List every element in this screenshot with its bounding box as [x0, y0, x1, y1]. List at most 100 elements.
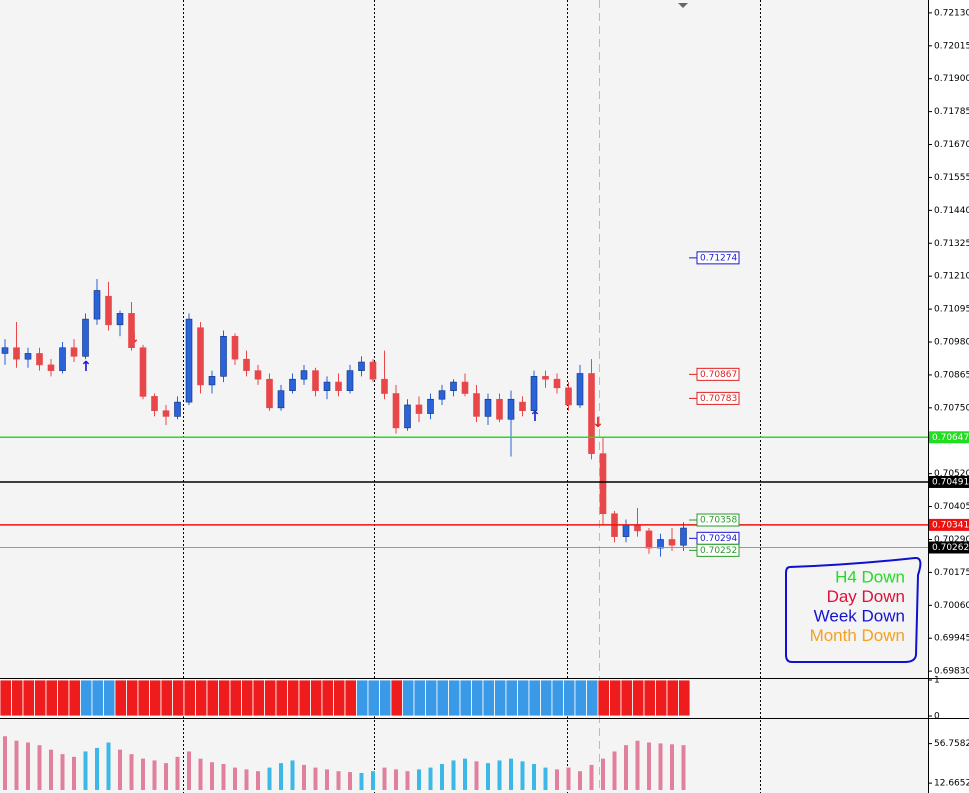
panel-bar [275, 679, 288, 717]
panel-bar [126, 679, 139, 717]
panel-bar [586, 679, 599, 717]
arrow-down: ↓ [592, 415, 604, 431]
panel-tick-label: 1 [934, 676, 940, 686]
candle-body [404, 404, 411, 429]
panel-bar [95, 747, 99, 790]
panel-bar [264, 679, 277, 717]
panel-bar [313, 767, 318, 790]
candle-body [277, 390, 285, 409]
candle-body [208, 376, 216, 386]
panel-bar [83, 751, 88, 790]
candle-body [588, 373, 595, 454]
panel-bar [425, 679, 438, 717]
panel-bar [497, 760, 502, 790]
panel-bar [57, 679, 70, 717]
candle-body [634, 524, 641, 532]
level-label: 0.70783 [700, 394, 737, 404]
candle-body [496, 398, 503, 420]
candle-body [530, 376, 538, 411]
legend-entry: Week Down [814, 606, 905, 625]
y-tick-label: 0.70865 [934, 370, 969, 380]
axis-price-label: 0.70491 [932, 477, 969, 487]
panel-bar [206, 679, 219, 717]
candle-body [116, 313, 124, 326]
panel-bar [528, 679, 541, 717]
axis-background [928, 0, 969, 793]
candle-body [162, 410, 170, 417]
candle-body [415, 404, 423, 414]
panel-bar [333, 679, 346, 717]
panel-bar [310, 679, 323, 717]
panel-bar [589, 764, 594, 790]
panel-bar [643, 679, 656, 717]
candle-body [220, 335, 227, 377]
panel-bar [658, 743, 663, 790]
candle-body [519, 401, 526, 411]
panel-tick-label: 12.6652 [934, 779, 969, 789]
candle-body [323, 381, 331, 391]
level-label: 0.70294 [700, 534, 737, 544]
candle-body [622, 524, 630, 537]
panel-bar [448, 679, 461, 717]
panel-bar [195, 679, 208, 717]
panel-bar [218, 679, 231, 717]
candle-body [24, 353, 32, 360]
panel-bar [543, 767, 548, 790]
panel-bar [60, 754, 65, 790]
arrow-up: ↑ [529, 409, 541, 425]
panel-bar [252, 679, 265, 717]
y-tick-label: 0.69830 [934, 667, 969, 677]
y-tick-label: 0.70520 [934, 469, 969, 479]
panel-bar [348, 772, 352, 790]
axis-price-box [929, 518, 969, 531]
candle-body [381, 378, 388, 394]
panel-bar [137, 679, 150, 717]
panel-bar [509, 758, 513, 790]
panel-bar [49, 749, 53, 790]
candle-body [312, 370, 319, 391]
panel-bar [11, 679, 24, 717]
y-tick-label: 0.71095 [934, 305, 969, 315]
candle-body [599, 453, 607, 515]
panel-bar [160, 679, 173, 717]
axis-price-label: 0.70341 [932, 520, 969, 530]
panel-bar [551, 679, 564, 717]
panel-bar [22, 679, 35, 717]
y-tick-label: 0.71325 [934, 239, 969, 249]
panel-bar [229, 679, 242, 717]
legend-entry: H4 Down [835, 567, 905, 586]
panel-bar [45, 679, 58, 717]
candle-body [13, 347, 20, 360]
panel-bar [482, 679, 495, 717]
y-tick-label: 0.70750 [934, 403, 969, 413]
panel-bar [632, 679, 645, 717]
panel-bar [413, 679, 426, 717]
panel-bar [563, 679, 576, 717]
candle-body [553, 378, 561, 389]
panel-bar [129, 754, 134, 790]
candle-body [1, 347, 9, 354]
candle-body [47, 364, 55, 371]
panel-bar [624, 745, 628, 790]
plot-background [0, 0, 928, 793]
panel-bar [221, 764, 226, 790]
legend-entry: Day Down [827, 587, 905, 606]
panel-bar [118, 749, 122, 790]
y-tick-label: 0.72015 [934, 41, 969, 51]
panel-bar [356, 679, 369, 717]
panel-bar [440, 764, 444, 790]
axis-price-label: 0.70647 [932, 433, 969, 443]
panel-bar [325, 769, 329, 790]
panel-bar [175, 756, 180, 790]
panel-bar [241, 679, 254, 717]
axis-price-box [929, 475, 969, 488]
candle-body [151, 396, 158, 411]
candle-body [36, 353, 43, 366]
y-tick-label: 0.70980 [934, 338, 969, 348]
panel-bar [187, 751, 191, 790]
panel-bar [666, 679, 679, 717]
panel-bar [0, 679, 12, 717]
level-box [696, 391, 740, 405]
panel-bar [612, 751, 617, 790]
